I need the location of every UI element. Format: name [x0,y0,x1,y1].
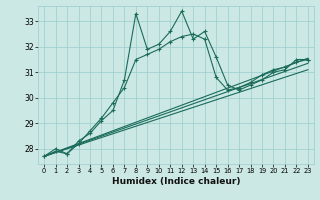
X-axis label: Humidex (Indice chaleur): Humidex (Indice chaleur) [112,177,240,186]
